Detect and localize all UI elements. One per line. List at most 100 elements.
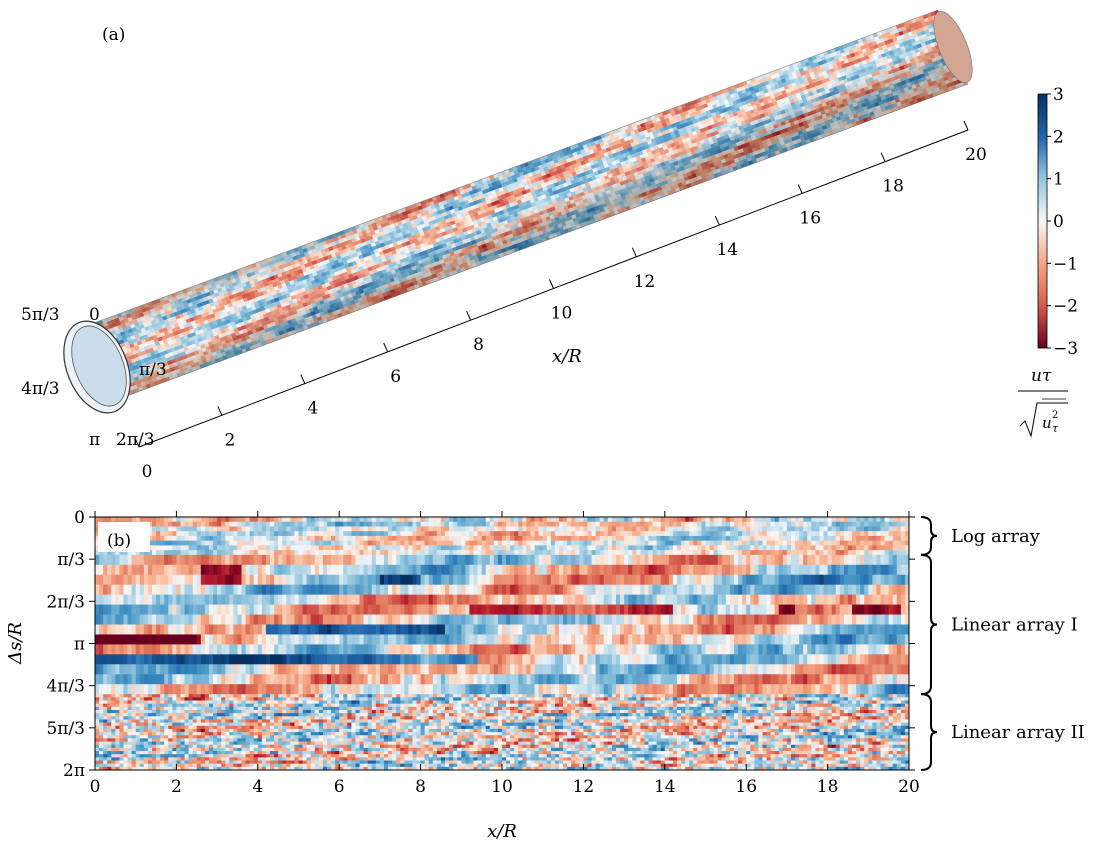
heatmap-cell	[303, 517, 307, 522]
heatmap-cell	[474, 517, 478, 522]
x-tick-label-a: 6	[390, 367, 401, 387]
x-tick-a	[798, 184, 802, 193]
heatmap-cell	[384, 517, 388, 522]
heatmap-cell	[299, 517, 303, 522]
heatmap-cell	[119, 517, 123, 522]
heatmap-cell	[347, 517, 351, 522]
x-tick-a	[632, 248, 636, 257]
heatmap-cell	[123, 517, 127, 522]
colorbar-gradient	[1038, 94, 1047, 348]
x-tick-a	[218, 406, 222, 415]
heatmap-cell	[290, 517, 294, 522]
heatmap-cell	[351, 517, 355, 522]
heatmap-cell	[250, 517, 254, 522]
panel-a: (a) 0 π/3 2π/3 π 4π/3 5π/3 x/R 0 2 4 6 8 1	[21, 7, 1078, 482]
colorbar-tick-label: 1	[1053, 170, 1064, 190]
heatmap-cell	[172, 517, 176, 522]
x-tick-label-a: 2	[224, 430, 235, 450]
heatmap-cell	[246, 517, 250, 522]
cylinder-top-edge	[94, 10, 938, 323]
x-tick-a	[467, 311, 471, 320]
colorbar-tick-label: 0	[1053, 212, 1064, 232]
heatmap-cell	[392, 517, 396, 522]
x-tick-a	[384, 343, 388, 352]
heatmap-cell	[425, 517, 429, 522]
heatmap-cell	[465, 517, 469, 522]
heatmap-cell	[417, 517, 421, 522]
heatmap-cell	[197, 517, 201, 522]
x-tick-label-a: 10	[551, 304, 573, 324]
heatmap-cell	[331, 517, 335, 522]
heatmap-cell	[339, 517, 343, 522]
heatmap-cell	[437, 517, 441, 522]
theta-tick-label: 2π/3	[116, 430, 155, 450]
x-tick-a	[964, 121, 968, 130]
heatmap-cell	[355, 517, 359, 522]
heatmap-cell	[457, 517, 461, 522]
heatmap-cell	[469, 517, 473, 522]
heatmap-cell	[266, 517, 270, 522]
heatmap-cell	[136, 517, 140, 522]
heatmap-cell	[103, 517, 107, 522]
heatmap-cell	[156, 517, 160, 522]
heatmap-cell	[453, 517, 457, 522]
heatmap-cell	[482, 517, 486, 522]
colorbar-tick-label: −3	[1053, 339, 1078, 359]
heatmap-cell	[294, 517, 298, 522]
heatmap-cell	[461, 517, 465, 522]
heatmap-cell	[319, 517, 323, 522]
heatmap-cell	[95, 517, 99, 522]
heatmap-cell	[364, 517, 368, 522]
heatmap-cell	[404, 517, 408, 522]
heatmap-cell	[148, 517, 152, 522]
heatmap-cell	[205, 517, 209, 522]
x-tick-label-a: 20	[965, 145, 987, 165]
heatmap-cell	[217, 517, 221, 522]
heatmap-cell	[152, 517, 156, 522]
heatmap-cell	[412, 517, 416, 522]
heatmap-cell	[221, 517, 225, 522]
heatmap-cell	[433, 517, 437, 522]
heatmap-cell	[262, 517, 266, 522]
x-axis-a-label: x/R	[552, 346, 582, 367]
heatmap-cell	[270, 517, 274, 522]
heatmap-cell	[254, 517, 258, 522]
theta-tick-label: π/3	[139, 360, 167, 380]
heatmap-cell	[429, 517, 433, 522]
heatmap-cell	[213, 517, 217, 522]
heatmap-cell	[209, 517, 213, 522]
panel-a-label: (a)	[102, 25, 125, 45]
heatmap-cell	[311, 517, 315, 522]
colorbar-tick-label: 3	[1053, 85, 1064, 105]
heatmap-cell	[144, 517, 148, 522]
heatmap-cell	[258, 517, 262, 522]
heatmap-cell	[107, 517, 111, 522]
cylinder-bottom-edge	[124, 84, 968, 397]
theta-tick-label: 4π/3	[21, 379, 60, 399]
heatmap-cell	[164, 517, 168, 522]
x-tick-label-a: 14	[716, 240, 738, 260]
x-tick-label-a: 8	[473, 335, 484, 355]
x-tick-a	[881, 153, 885, 162]
heatmap-cell	[99, 517, 103, 522]
colorbar-label-denominator: u τ 2	[1020, 399, 1068, 436]
heatmap-cell	[282, 517, 286, 522]
x-tick-label-a: 0	[142, 462, 153, 482]
heatmap-cell	[400, 517, 404, 522]
heatmap-cell	[445, 517, 449, 522]
theta-tick-label: π	[89, 430, 100, 450]
heatmap-cell	[132, 517, 136, 522]
heatmap-cell	[176, 517, 180, 522]
heatmap-cell	[360, 517, 364, 522]
heatmap-cell	[201, 517, 205, 522]
heatmap-cells	[95, 517, 909, 770]
heatmap-cell	[441, 517, 445, 522]
x-tick-label-a: 18	[882, 177, 904, 197]
heatmap-cell	[160, 517, 164, 522]
x-tick-label-a: 4	[307, 399, 318, 419]
heatmap-cell	[335, 517, 339, 522]
heatmap-cell	[376, 517, 380, 522]
heatmap-cell	[115, 517, 119, 522]
theta-tick-label: 5π/3	[21, 305, 60, 325]
